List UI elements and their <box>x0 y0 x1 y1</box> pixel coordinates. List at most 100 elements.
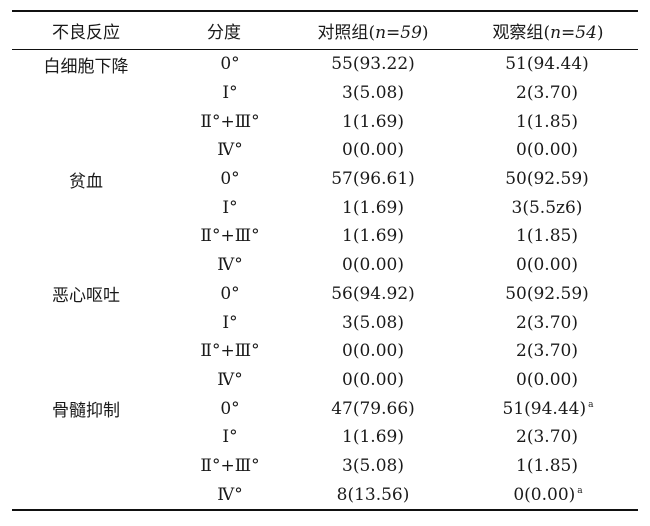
table-row: Ⅰ° 1(1.69) 2(3.70) <box>12 423 638 452</box>
observe-value-cell: 50(92.59) <box>458 280 638 309</box>
control-value-cell-text: 0(0.00) <box>342 140 404 161</box>
control-value-cell: 1(1.69) <box>288 222 458 251</box>
reaction-cell <box>12 136 160 165</box>
grade-cell: Ⅱ°+Ⅲ° <box>160 222 288 251</box>
reaction-cell <box>12 107 160 136</box>
control-value-cell: 3(5.08) <box>288 79 458 108</box>
header-control-n: n=59 <box>375 23 422 43</box>
reaction-cell: 恶心呕吐 <box>12 280 160 309</box>
observe-value-cell: 2(3.70) <box>458 423 638 452</box>
reaction-cell <box>12 251 160 280</box>
header-control-label: 对照组 <box>317 23 369 43</box>
reaction-cell: 白细胞下降 <box>12 50 160 79</box>
grade-cell-text: 0° <box>220 398 240 419</box>
observe-value-cell: 2(3.70) <box>458 308 638 337</box>
table-row: Ⅱ°+Ⅲ° 1(1.69) 1(1.85) <box>12 222 638 251</box>
table-row: Ⅱ°+Ⅲ° 0(0.00) 2(3.70) <box>12 337 638 366</box>
grade-cell: 0° <box>160 165 288 194</box>
grade-cell-text: Ⅰ° <box>222 83 238 104</box>
table-row: 贫血 0° 57(96.61) 50(92.59) <box>12 165 638 194</box>
control-value-cell-text: 0(0.00) <box>342 369 404 390</box>
grade-cell: Ⅱ°+Ⅲ° <box>160 337 288 366</box>
table-body: 白细胞下降 0° 55(93.22) 51(94.44) Ⅰ° 3(5.08) 2(3.70… <box>12 50 638 511</box>
control-value-cell-text: 47(79.66) <box>331 398 415 419</box>
control-value-cell: 3(5.08) <box>288 308 458 337</box>
grade-cell-text: Ⅱ°+Ⅲ° <box>200 111 260 132</box>
grade-cell: Ⅳ° <box>160 136 288 165</box>
control-value-cell: 0(0.00) <box>288 251 458 280</box>
control-value-cell: 55(93.22) <box>288 50 458 79</box>
control-value-cell: 0(0.00) <box>288 337 458 366</box>
header-observation-group: 观察组(n=54) <box>458 10 638 50</box>
grade-cell-text: Ⅱ°+Ⅲ° <box>200 341 260 362</box>
table-row: 恶心呕吐 0° 56(94.92) 50(92.59) <box>12 280 638 309</box>
grade-cell: Ⅳ° <box>160 366 288 395</box>
reaction-cell-text: 恶心呕吐 <box>52 286 120 307</box>
table-row: Ⅰ° 3(5.08) 2(3.70) <box>12 308 638 337</box>
control-value-cell-text: 55(93.22) <box>331 54 415 75</box>
observe-value-cell: 2(3.70) <box>458 337 638 366</box>
grade-cell-text: 0° <box>220 283 240 304</box>
table-header: 不良反应 分度 对照组(n=59) 观察组(n=54) <box>12 10 638 50</box>
observe-value-cell-text: 2(3.70) <box>516 83 578 104</box>
cropped-caption-strip <box>0 0 650 8</box>
control-value-cell: 1(1.69) <box>288 193 458 222</box>
table-row: 骨髓抑制 0° 47(79.66) 51(94.44) a <box>12 394 638 423</box>
reaction-cell <box>12 193 160 222</box>
grade-cell: 0° <box>160 394 288 423</box>
reaction-cell-text: 白细胞下降 <box>43 56 129 77</box>
reaction-cell-text: 贫血 <box>69 171 103 192</box>
grade-cell-text: Ⅳ° <box>217 255 243 276</box>
header-reaction: 不良反应 <box>12 10 160 50</box>
observe-value-cell-text: 2(3.70) <box>516 427 578 448</box>
control-value-cell: 1(1.69) <box>288 423 458 452</box>
grade-cell-text: 0° <box>220 169 240 190</box>
observe-value-cell: 51(94.44) a <box>458 394 638 423</box>
grade-cell: Ⅱ°+Ⅲ° <box>160 107 288 136</box>
grade-cell-text: Ⅳ° <box>217 484 243 505</box>
control-value-cell-text: 1(1.69) <box>342 427 404 448</box>
adverse-reaction-table: 不良反应 分度 对照组(n=59) 观察组(n=54) 白细胞下降 0° 55(93… <box>12 10 638 511</box>
observe-value-cell-text: 2(3.70) <box>516 312 578 333</box>
grade-cell: Ⅰ° <box>160 308 288 337</box>
grade-cell-text: Ⅱ°+Ⅲ° <box>200 455 260 476</box>
reaction-cell <box>12 337 160 366</box>
observe-value-cell: 0(0.00) a <box>458 480 638 511</box>
significance-mark: a <box>577 486 583 496</box>
control-value-cell-text: 8(13.56) <box>336 484 410 505</box>
observe-value-cell-text: 0(0.00) <box>516 255 578 276</box>
reaction-cell <box>12 366 160 395</box>
observe-value-cell: 0(0.00) <box>458 251 638 280</box>
control-value-cell-text: 0(0.00) <box>342 255 404 276</box>
control-value-cell: 57(96.61) <box>288 165 458 194</box>
grade-cell: Ⅰ° <box>160 79 288 108</box>
table-row: Ⅳ° 8(13.56) 0(0.00) a <box>12 480 638 511</box>
table-row: Ⅰ° 3(5.08) 2(3.70) <box>12 79 638 108</box>
header-grade: 分度 <box>160 10 288 50</box>
table-row: Ⅰ° 1(1.69) 3(5.5z6) <box>12 193 638 222</box>
control-value-cell-text: 1(1.69) <box>342 226 404 247</box>
observe-value-cell: 1(1.85) <box>458 222 638 251</box>
observe-value-cell-text: 50(92.59) <box>505 169 589 190</box>
reaction-cell: 贫血 <box>12 165 160 194</box>
table-row: 白细胞下降 0° 55(93.22) 51(94.44) <box>12 50 638 79</box>
observe-value-cell: 3(5.5z6) <box>458 193 638 222</box>
reaction-cell-text: 骨髓抑制 <box>52 401 120 422</box>
observe-value-cell-text: 1(1.85) <box>516 226 578 247</box>
observe-value-cell-text: 51(94.44) <box>505 54 589 75</box>
observe-value-cell: 51(94.44) <box>458 50 638 79</box>
control-value-cell: 0(0.00) <box>288 366 458 395</box>
control-value-cell-text: 1(1.69) <box>342 111 404 132</box>
observe-value-cell-text: 2(3.70) <box>516 341 578 362</box>
observe-value-cell-text: 50(92.59) <box>505 283 589 304</box>
grade-cell-text: Ⅰ° <box>222 197 238 218</box>
control-value-cell: 56(94.92) <box>288 280 458 309</box>
observe-value-cell-text: 0(0.00) <box>516 369 578 390</box>
grade-cell-text: Ⅱ°+Ⅲ° <box>200 226 260 247</box>
observe-value-cell-text: 0(0.00) <box>516 140 578 161</box>
observe-value-cell: 0(0.00) <box>458 366 638 395</box>
control-value-cell-text: 56(94.92) <box>331 283 415 304</box>
reaction-cell <box>12 480 160 511</box>
header-row: 不良反应 分度 对照组(n=59) 观察组(n=54) <box>12 10 638 50</box>
control-value-cell-text: 0(0.00) <box>342 341 404 362</box>
